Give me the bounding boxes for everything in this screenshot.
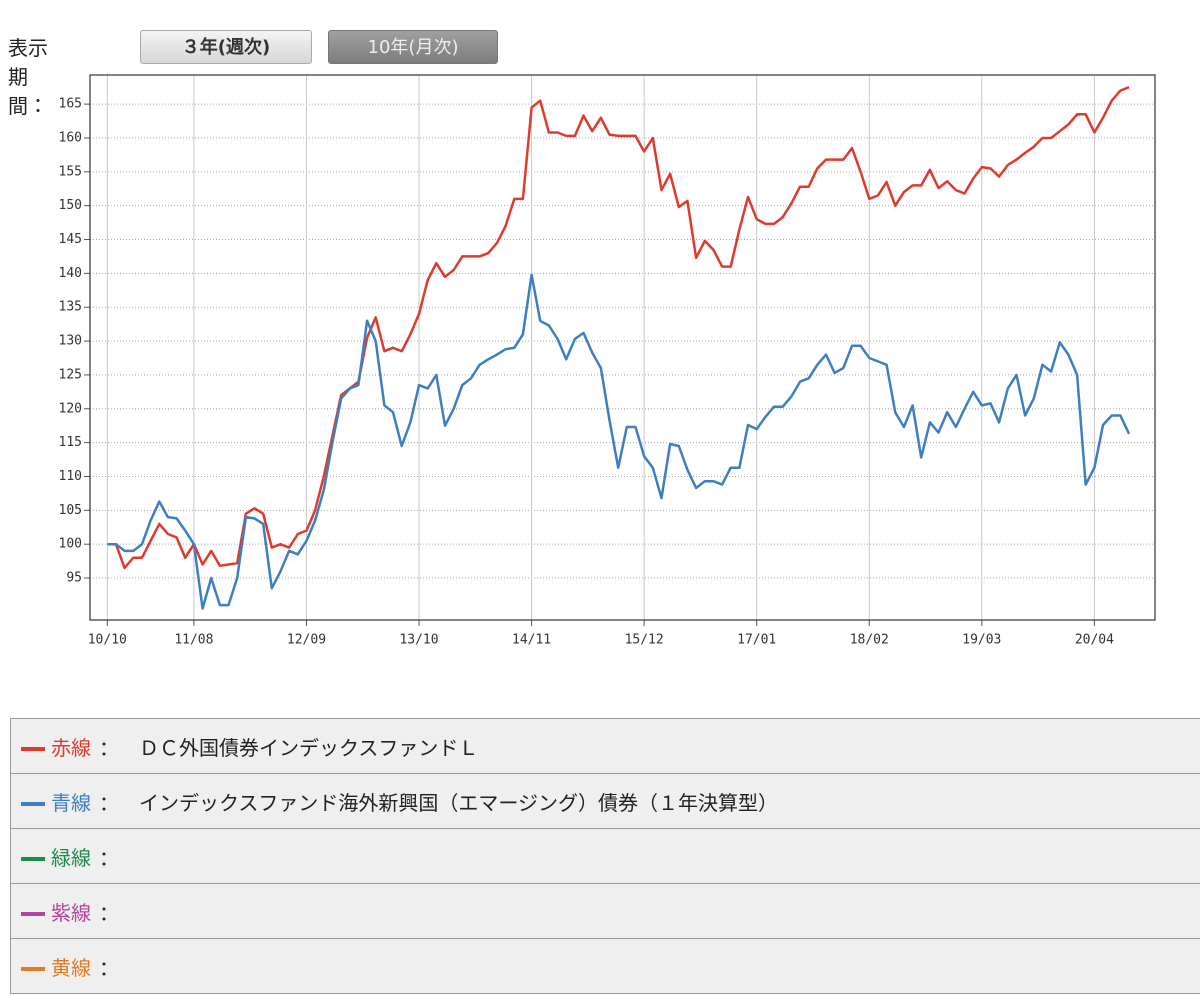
y-tick-label: 140: [59, 266, 82, 281]
legend-row: 紫線 ：: [10, 883, 1200, 939]
plot-border: [89, 74, 1156, 621]
legend-cell: 黄線 ：: [10, 938, 1200, 994]
legend-separator: ：: [99, 845, 119, 870]
legend-cell: 緑線 ：: [10, 828, 1200, 884]
x-tick-label: 12/09: [287, 633, 326, 648]
legend-swatch: [21, 802, 45, 806]
x-tick-label: 17/01: [737, 633, 776, 648]
legend-label: 緑線: [51, 845, 91, 870]
plot-area: [90, 75, 1155, 620]
y-tick-label: 115: [59, 435, 82, 450]
period-label: 表示期間：: [8, 36, 48, 118]
legend-swatch: [21, 857, 45, 861]
y-tick-label: 135: [59, 300, 82, 315]
line: [107, 86, 1130, 570]
y-tick-label: 105: [59, 503, 82, 518]
x-tick-label: 14/11: [512, 633, 551, 648]
legend-row: 緑線 ：: [10, 828, 1200, 884]
legend-swatch: [21, 747, 45, 751]
y-tick-label: 160: [59, 130, 82, 145]
legend-name: インデックスファンド海外新興国（エマージング）債券（１年決算型）: [139, 790, 778, 815]
chart: 95 100 105 110 115 120 125 130 135 140 145 150 155 16…: [59, 74, 1156, 648]
legend-table: 赤線 ： ＤＣ外国債券インデックスファンドＬ 青線 ： インデックスファンド海外新興国（エ…: [10, 718, 1200, 994]
x-tick-label: 15/12: [625, 633, 664, 648]
legend-cell: 赤線 ： ＤＣ外国債券インデックスファンドＬ: [10, 718, 1200, 774]
legend-cell: 紫線 ：: [10, 883, 1200, 939]
legend-separator: ：: [99, 735, 119, 760]
legend-label: 赤線: [51, 735, 91, 760]
legend-name: ＤＣ外国債券インデックスファンドＬ: [139, 735, 479, 760]
line: [107, 273, 1131, 610]
period-button[interactable]: 10年(月次): [328, 30, 498, 64]
x-tick-label: 13/10: [399, 633, 438, 648]
y-tick-label: 125: [59, 367, 82, 382]
x-tick-label: 11/08: [174, 633, 213, 648]
y-tick-label: 165: [59, 97, 82, 112]
legend-row: 黄線 ：: [10, 938, 1200, 994]
y-tick-label: 120: [59, 401, 82, 416]
x-tick-label: 20/04: [1075, 633, 1114, 648]
legend-swatch: [21, 912, 45, 916]
y-tick-label: 130: [59, 334, 82, 349]
legend-separator: ：: [99, 790, 119, 815]
legend-label: 青線: [51, 790, 91, 815]
y-tick-label: 145: [59, 232, 82, 247]
y-tick-label: 95: [66, 571, 82, 586]
legend-label: 紫線: [51, 900, 91, 925]
x-tick-label: 10/10: [88, 633, 127, 648]
legend-row: 赤線 ： ＤＣ外国債券インデックスファンドＬ: [10, 718, 1200, 774]
y-tick-label: 100: [59, 537, 82, 552]
legend-row: 青線 ： インデックスファンド海外新興国（エマージング）債券（１年決算型）: [10, 773, 1200, 829]
x-tick-label: 18/02: [850, 633, 889, 648]
legend-separator: ：: [99, 900, 119, 925]
legend-separator: ：: [99, 955, 119, 980]
legend-swatch: [21, 967, 45, 971]
period-button[interactable]: ３年(週次): [140, 30, 312, 64]
legend-cell: 青線 ： インデックスファンド海外新興国（エマージング）債券（１年決算型）: [10, 773, 1200, 829]
legend-label: 黄線: [51, 955, 91, 980]
y-tick-label: 110: [59, 469, 82, 484]
y-tick-label: 155: [59, 164, 82, 179]
x-tick-label: 19/03: [962, 633, 1001, 648]
y-tick-label: 150: [59, 198, 82, 213]
